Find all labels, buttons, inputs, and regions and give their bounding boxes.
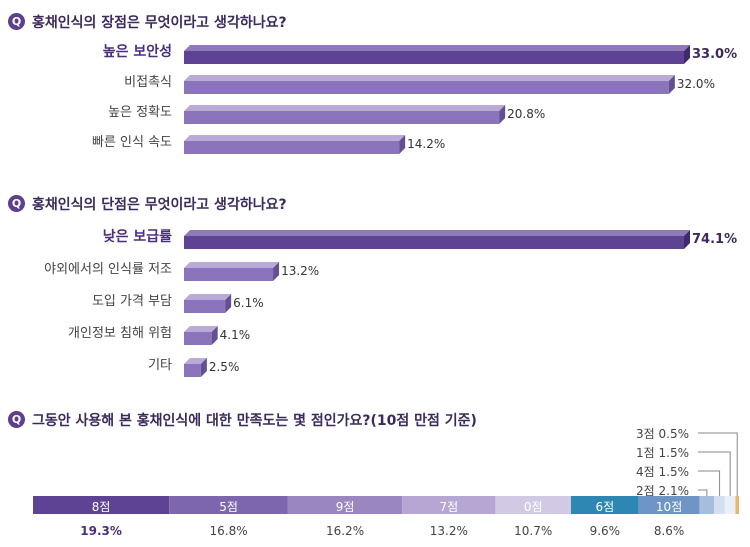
small-segment-label: 3점 0.5%: [636, 427, 689, 441]
bar-side-face: [399, 135, 406, 154]
stack-segment: [169, 496, 288, 514]
question-2-title: 홍채인식의 단점은 무엇이라고 생각하나요?: [32, 197, 287, 213]
bar-top-face: [184, 326, 218, 332]
bar-side-face: [684, 45, 690, 64]
segment-value: 9.6%: [589, 524, 621, 538]
stack-segment: [495, 496, 571, 514]
category-label: 높은 정확도: [108, 105, 172, 120]
segment-value: 16.8%: [209, 524, 248, 538]
stack-segment: [402, 496, 496, 514]
stack-segment: [735, 496, 739, 514]
category-label: 낮은 보급률: [102, 229, 172, 245]
leader-line: [698, 489, 708, 496]
segment-label: 7점: [439, 500, 459, 514]
category-label: 개인정보 침해 위험: [68, 326, 172, 341]
category-label: 야외에서의 인식률 저조: [44, 262, 172, 277]
data-label: 4.1%: [219, 328, 251, 342]
bar: [184, 141, 400, 154]
segment-label: 5점: [219, 500, 238, 514]
small-segment-label: 4점 1.5%: [636, 465, 689, 479]
bar: [184, 332, 212, 345]
segment-value: 10.7%: [514, 524, 553, 538]
bar: [184, 236, 684, 249]
bar-side-face: [200, 358, 207, 377]
question-3-title: 그동안 사용해 본 홍채인식에 대한 만족도는 몇 점인가요?(10점 만점 기…: [32, 413, 477, 429]
category-label: 기타: [148, 358, 172, 373]
segment-value: 13.2%: [429, 524, 468, 538]
stack-segment: [714, 496, 725, 514]
bar-top-face: [184, 75, 675, 81]
stack-segment: [638, 496, 700, 514]
bar: [184, 268, 274, 281]
data-label: 33.0%: [692, 47, 738, 62]
bar: [184, 111, 500, 124]
segment-value: 16.2%: [325, 524, 365, 538]
bar-top-face: [184, 294, 232, 300]
segment-label: 6점: [595, 500, 615, 514]
bar-side-face: [499, 105, 506, 124]
data-label: 14.2%: [407, 137, 446, 151]
bar-top-face: [184, 135, 406, 141]
data-label: 13.2%: [281, 264, 320, 278]
stack-segment: [699, 496, 715, 514]
bar: [184, 81, 669, 94]
leader-line: [698, 470, 721, 496]
bar-top-face: [184, 105, 506, 111]
data-label: 6.1%: [233, 296, 264, 310]
data-label: 20.8%: [507, 107, 546, 121]
data-label: 32.0%: [676, 77, 715, 91]
bar-top-face: [184, 230, 690, 236]
category-label: 빠른 인식 속도: [91, 135, 172, 150]
category-label: 도입 가격 부담: [91, 294, 172, 309]
data-label: 74.1%: [692, 232, 738, 247]
category-label: 높은 보안성: [102, 44, 172, 60]
category-label: 비접촉식: [124, 75, 172, 90]
question-icon: Q: [8, 13, 25, 30]
bar-side-face: [668, 75, 675, 94]
bar-top-face: [184, 358, 207, 364]
bar: [184, 300, 226, 313]
segment-label: 9점: [335, 500, 355, 514]
question-1-title: 홍채인식의 장점은 무엇이라고 생각하나요?: [32, 15, 287, 31]
bar-top-face: [184, 45, 690, 51]
stack-segment: [724, 496, 736, 514]
segment-label: 0점: [523, 500, 543, 514]
leader-line: [698, 432, 738, 496]
bar-side-face: [211, 326, 218, 345]
small-segment-label: 1점 1.5%: [636, 446, 689, 460]
stack-segment: [570, 496, 639, 514]
question-icon: Q: [8, 195, 25, 212]
stack-segment: [287, 496, 403, 514]
data-label: 2.5%: [208, 360, 240, 374]
segment-value: 19.3%: [80, 524, 122, 538]
segment-value: 8.6%: [653, 524, 685, 538]
bar: [184, 51, 684, 64]
bar-side-face: [225, 294, 232, 313]
small-segment-label: 2점 2.1%: [636, 484, 689, 498]
segment-label: 8점: [91, 500, 111, 514]
leader-line: [698, 451, 731, 496]
bar: [184, 364, 201, 377]
question-icon: Q: [8, 411, 25, 428]
bar-side-face: [684, 230, 690, 249]
segment-label: 10점: [655, 500, 683, 514]
bar-side-face: [273, 262, 280, 281]
stack-segment: [33, 496, 170, 514]
bar-top-face: [184, 262, 280, 268]
